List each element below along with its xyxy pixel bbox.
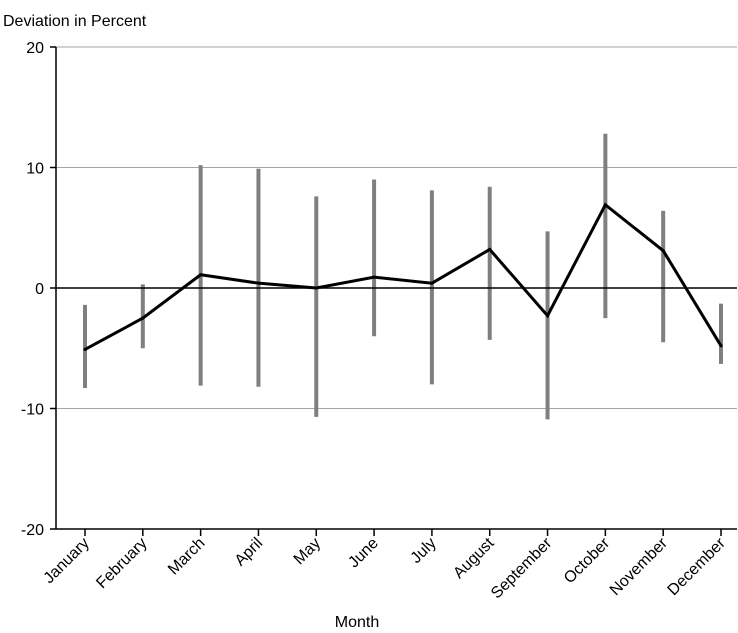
series-line [84,202,723,351]
axes [50,46,737,536]
y-axis-title: Deviation in Percent [3,13,147,30]
series-point [256,281,260,285]
series-point [314,286,318,290]
x-tick-label: February [93,535,150,592]
x-tick-label: July [408,535,440,567]
y-tick-labels: -20 -10 0 10 20 [21,40,44,539]
y-tick-label: -20 [21,522,44,539]
series-point [603,203,607,207]
series-point [488,247,492,251]
gridlines [56,46,737,409]
x-tick-labels: January February March April May June July Augu… [41,534,730,602]
series-point [430,281,434,285]
series-point [141,316,145,320]
y-tick-label: 10 [26,161,44,178]
y-tick-label: 20 [26,40,44,57]
y-tick-label: -10 [21,402,44,419]
x-axis-title: Month [335,614,379,631]
x-tick-label: March [165,535,208,578]
x-tick-label: January [41,535,93,587]
series-point [199,273,203,277]
x-tick-label: August [450,534,498,582]
x-tick-label: November [607,534,672,599]
series-line [83,202,723,351]
range-bars [83,133,723,420]
x-tick-label: December [665,534,730,599]
x-tick-label: May [291,535,324,568]
series-point [661,249,665,253]
x-tick-label: September [488,534,556,602]
series-point [546,314,550,318]
series-point [83,347,87,351]
x-tick-label: April [232,535,267,570]
series-point [719,344,723,348]
y-tick-label: 0 [35,281,44,298]
x-tick-label: June [345,535,382,572]
series-point [372,275,376,279]
x-tick-label: October [561,534,614,587]
